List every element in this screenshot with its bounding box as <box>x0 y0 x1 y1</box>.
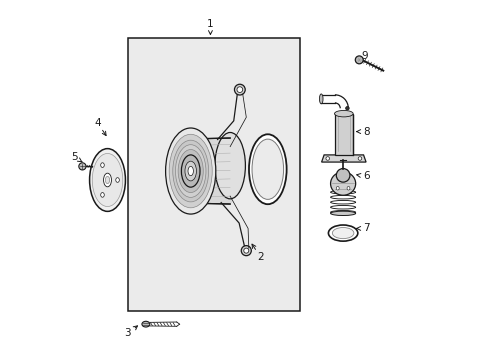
Ellipse shape <box>319 94 323 104</box>
Ellipse shape <box>172 140 208 202</box>
Ellipse shape <box>103 173 111 187</box>
Text: 7: 7 <box>363 224 369 233</box>
Ellipse shape <box>199 195 203 201</box>
Ellipse shape <box>357 157 361 160</box>
Ellipse shape <box>330 172 355 195</box>
Ellipse shape <box>105 176 109 184</box>
Ellipse shape <box>181 155 200 187</box>
Polygon shape <box>321 155 366 162</box>
Ellipse shape <box>355 56 363 64</box>
Ellipse shape <box>336 168 349 182</box>
Ellipse shape <box>244 248 248 253</box>
Ellipse shape <box>89 149 125 211</box>
Ellipse shape <box>251 139 283 199</box>
Ellipse shape <box>116 178 119 182</box>
Ellipse shape <box>101 163 104 167</box>
Ellipse shape <box>101 193 104 197</box>
Text: 6: 6 <box>363 171 369 181</box>
Text: 5: 5 <box>71 152 77 162</box>
Ellipse shape <box>79 163 86 170</box>
Text: 3: 3 <box>124 328 131 338</box>
Text: 2: 2 <box>257 252 264 262</box>
Ellipse shape <box>332 228 353 239</box>
Ellipse shape <box>241 246 251 256</box>
Ellipse shape <box>184 161 196 181</box>
Bar <box>334 114 352 155</box>
Bar <box>128 39 300 311</box>
Ellipse shape <box>346 186 349 190</box>
Ellipse shape <box>248 134 286 204</box>
Ellipse shape <box>330 211 355 216</box>
Ellipse shape <box>199 141 203 147</box>
Text: 8: 8 <box>363 127 369 136</box>
Ellipse shape <box>169 134 212 208</box>
Ellipse shape <box>165 128 215 214</box>
Text: 4: 4 <box>94 118 101 128</box>
Ellipse shape <box>214 132 245 199</box>
Ellipse shape <box>328 225 357 241</box>
Ellipse shape <box>345 107 348 110</box>
Ellipse shape <box>336 186 339 190</box>
Ellipse shape <box>142 321 149 327</box>
Text: 9: 9 <box>361 51 367 61</box>
Ellipse shape <box>187 166 193 176</box>
Text: 1: 1 <box>207 19 213 29</box>
Ellipse shape <box>175 145 205 197</box>
Ellipse shape <box>92 153 122 207</box>
Ellipse shape <box>178 149 203 193</box>
Ellipse shape <box>325 157 329 160</box>
Ellipse shape <box>234 84 244 95</box>
Ellipse shape <box>237 87 242 93</box>
Bar <box>194 139 231 203</box>
Ellipse shape <box>334 111 352 117</box>
